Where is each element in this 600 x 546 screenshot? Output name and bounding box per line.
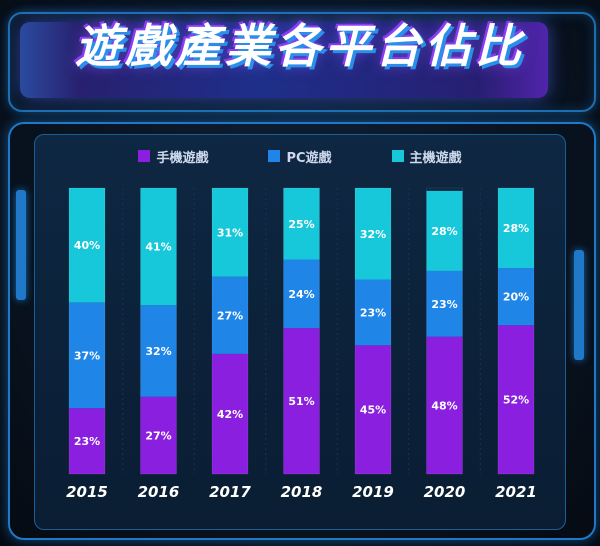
- x-tick-label-2018: 2018: [281, 483, 323, 501]
- data-label-pc-2018: 24%: [288, 288, 314, 301]
- data-label-console-2017: 31%: [217, 226, 243, 239]
- data-label-pc-2020: 23%: [431, 298, 457, 311]
- data-label-pc-2017: 27%: [217, 309, 243, 322]
- data-label-mobile-2019: 45%: [360, 404, 386, 417]
- data-label-pc-2015: 37%: [74, 349, 100, 362]
- data-label-pc-2019: 23%: [360, 306, 386, 319]
- data-label-mobile-2018: 51%: [288, 395, 314, 408]
- data-label-console-2015: 40%: [74, 239, 100, 252]
- data-label-mobile-2020: 48%: [431, 399, 457, 412]
- x-tick-label-2021: 2021: [495, 483, 537, 501]
- data-label-pc-2021: 20%: [503, 291, 529, 304]
- x-tick-label-2015: 2015: [66, 483, 108, 501]
- data-label-console-2016: 41%: [145, 241, 171, 254]
- data-label-console-2019: 32%: [360, 228, 386, 241]
- x-tick-label-2017: 2017: [209, 483, 251, 501]
- data-label-console-2020: 28%: [431, 225, 457, 238]
- x-tick-label-2020: 2020: [424, 483, 466, 501]
- x-tick-label-2019: 2019: [352, 483, 394, 501]
- data-label-pc-2016: 32%: [145, 345, 171, 358]
- data-label-console-2021: 28%: [503, 222, 529, 235]
- data-label-mobile-2021: 52%: [503, 394, 529, 407]
- data-label-mobile-2015: 23%: [74, 435, 100, 448]
- data-label-console-2018: 25%: [288, 218, 314, 231]
- data-label-mobile-2017: 42%: [217, 408, 243, 421]
- data-label-mobile-2016: 27%: [145, 429, 171, 442]
- chart-title: 遊戲產業各平台佔比: [0, 10, 600, 76]
- x-tick-label-2016: 2016: [138, 483, 180, 501]
